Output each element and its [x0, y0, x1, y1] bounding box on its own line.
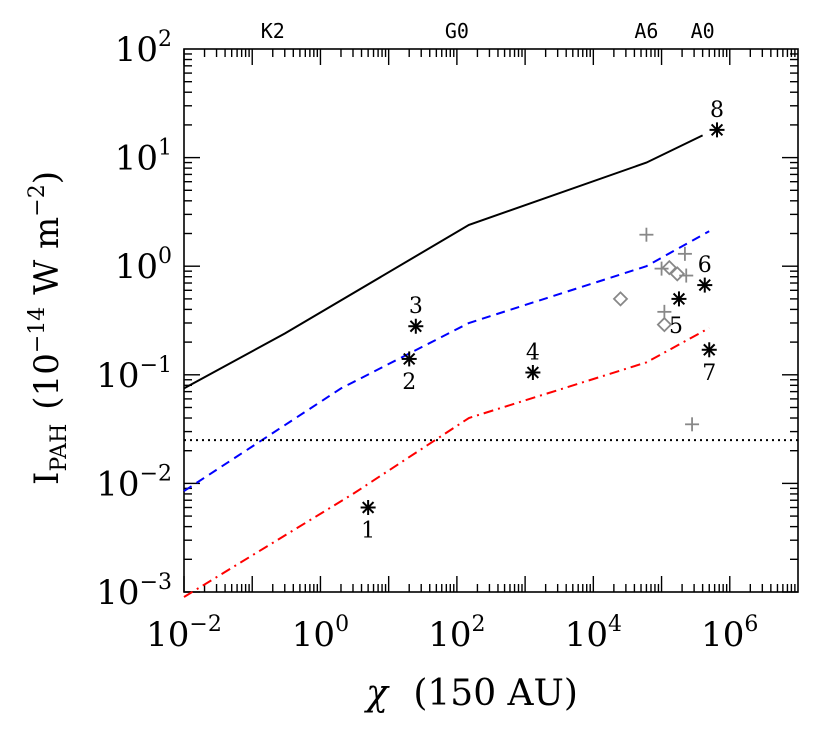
star-label: 3 — [409, 294, 423, 319]
y-tick-label: 101 — [115, 136, 172, 179]
star-marker — [360, 499, 376, 515]
x-tick-label-exp: 4 — [608, 612, 622, 637]
grey-plus-marker — [654, 261, 669, 276]
star-stroke — [698, 278, 711, 292]
star-label: 5 — [669, 314, 683, 339]
star-stroke — [526, 366, 539, 379]
star-marker — [671, 291, 687, 307]
star-stroke — [409, 320, 422, 333]
star-marker — [408, 318, 424, 334]
star-label: 6 — [698, 253, 712, 278]
y-axis-title-unit-exp: −2 — [25, 184, 50, 216]
top-axis-label: K2 — [261, 19, 285, 43]
x-tick-label-base: 10 — [565, 615, 608, 655]
top-axis-label: G0 — [445, 19, 469, 43]
star-marker — [709, 122, 725, 138]
grey-plus-marker — [657, 304, 672, 319]
grey-plus-marker — [639, 227, 654, 242]
star-stroke — [403, 352, 416, 366]
y-tick-label-exp: 1 — [158, 136, 172, 161]
x-axis-title-text: (150 AU) — [413, 673, 578, 714]
x-axis-title: χ (150 AU) — [363, 673, 578, 714]
data-markers: 1 2 3 4 5 6 7 8 — [360, 98, 725, 543]
star-stroke — [710, 123, 724, 136]
y-tick-label-base: 10 — [96, 464, 139, 504]
x-tick-label: 10−2 — [146, 612, 222, 655]
y-tick-label: 102 — [115, 27, 172, 70]
grey-plus-marker — [677, 246, 692, 261]
star-stroke — [703, 343, 716, 356]
star-marker — [401, 351, 417, 367]
x-tick-label-base: 10 — [701, 615, 744, 655]
star-stroke — [362, 501, 375, 514]
y-axis-title-open: (10 — [27, 353, 67, 410]
curve-solid — [183, 134, 704, 390]
y-tick-label: 10−2 — [96, 461, 172, 504]
x-tick-label-exp: 6 — [744, 612, 758, 637]
star-label: 2 — [402, 370, 416, 395]
star-marker — [525, 364, 541, 380]
curve-dashed — [183, 230, 710, 492]
x-tick-label: 104 — [565, 612, 622, 655]
x-tick-label-exp: 0 — [335, 612, 349, 637]
model-curves — [183, 134, 798, 598]
y-tick-label-exp: 2 — [158, 27, 172, 52]
star-marker — [697, 277, 713, 293]
plot-frame — [183, 48, 799, 593]
grey-plus-marker — [685, 417, 700, 432]
y-axis-title-close: ) — [27, 171, 67, 184]
grey-diamond-marker — [669, 266, 686, 282]
x-tick-label-base: 10 — [146, 615, 189, 655]
y-axis-title-exp: −14 — [25, 307, 50, 353]
star-label: 1 — [361, 518, 375, 543]
top-axis-label: A6 — [634, 19, 658, 43]
x-tick-label-base: 10 — [292, 615, 335, 655]
y-tick-label-base: 10 — [115, 247, 158, 287]
x-tick-label-exp: −2 — [189, 612, 221, 637]
x-tick-label: 102 — [428, 612, 485, 655]
grey-diamond-marker — [656, 316, 673, 333]
y-axis-title-sub: PAH — [47, 424, 72, 472]
star-label: 4 — [526, 340, 540, 365]
star-stroke — [672, 292, 686, 305]
y-tick-label-base: 10 — [115, 139, 158, 179]
grey-diamond-marker — [661, 259, 678, 276]
y-tick-label-exp: 0 — [158, 244, 172, 269]
x-tick-label: 106 — [701, 612, 758, 655]
star-marker — [701, 342, 717, 358]
y-axis-title-main: I — [27, 472, 67, 485]
y-axis-title-unit: W m — [27, 217, 67, 295]
y-tick-label: 100 — [115, 244, 172, 287]
curve-dashdot — [183, 327, 710, 598]
y-tick-label-exp: −3 — [140, 570, 172, 595]
x-axis-title-symbol: χ — [363, 673, 390, 714]
star-label: 7 — [702, 361, 716, 386]
x-tick-label-exp: 2 — [472, 612, 486, 637]
y-tick-label-base: 10 — [96, 573, 139, 613]
y-tick-label-exp: −1 — [140, 353, 172, 378]
x-tick-label: 100 — [292, 612, 349, 655]
y-tick-label: 10−3 — [96, 570, 172, 613]
x-tick-label-base: 10 — [428, 615, 471, 655]
y-tick-label-base: 10 — [96, 356, 139, 396]
plot-border — [183, 48, 799, 593]
y-axis-title: IPAH (10−14 W m−2) — [25, 171, 72, 485]
y-tick-label-base: 10 — [115, 30, 158, 70]
star-label: 8 — [710, 98, 724, 123]
y-tick-label-exp: −2 — [140, 461, 172, 486]
grey-diamond-marker — [612, 291, 629, 307]
y-tick-label: 10−1 — [96, 353, 172, 396]
top-axis-label: A0 — [691, 19, 715, 43]
